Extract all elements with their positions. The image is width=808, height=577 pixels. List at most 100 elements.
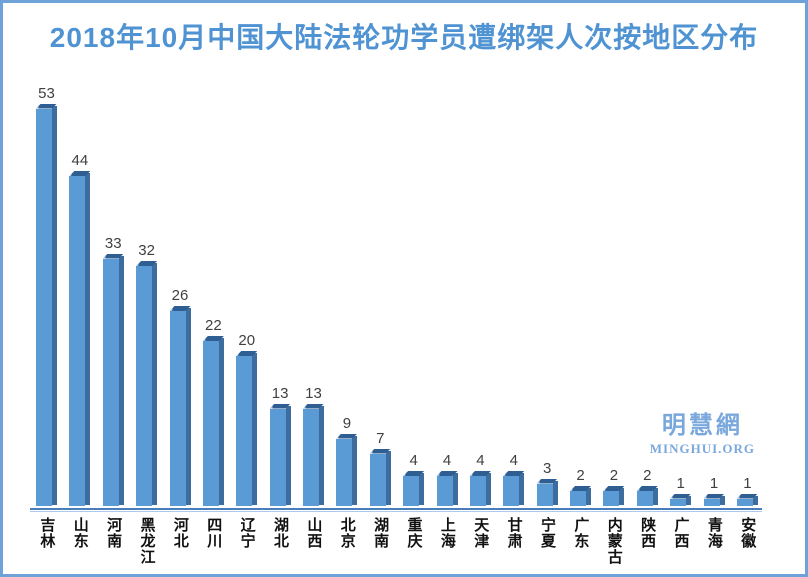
bar-top-face bbox=[69, 171, 90, 176]
bar bbox=[303, 404, 324, 506]
bar-column: 7 bbox=[369, 431, 391, 506]
bar-top-face bbox=[336, 434, 357, 439]
category-label-column: 青海 bbox=[704, 517, 725, 565]
category-label-column: 上海 bbox=[437, 517, 458, 565]
category-label: 上海 bbox=[438, 517, 456, 549]
category-label-column: 湖北 bbox=[270, 517, 291, 565]
bar-top-face bbox=[203, 336, 224, 341]
bar-front-face bbox=[236, 356, 253, 506]
bar-column: 32 bbox=[136, 242, 158, 506]
minghui-watermark: 明慧網 MINGHUI.ORG bbox=[650, 414, 755, 457]
bar-front-face bbox=[436, 476, 453, 506]
category-label-column: 广东 bbox=[570, 517, 591, 565]
bar-top-face bbox=[270, 404, 291, 409]
bar-front-face bbox=[736, 498, 753, 506]
category-label-column: 重庆 bbox=[403, 517, 424, 565]
bar-top-face bbox=[570, 486, 591, 491]
bar bbox=[703, 494, 725, 506]
category-label: 安徽 bbox=[739, 517, 757, 549]
bar bbox=[36, 104, 57, 506]
bar-front-face bbox=[403, 476, 420, 506]
x-axis-line bbox=[30, 508, 762, 510]
bar-value-label: 32 bbox=[138, 242, 155, 259]
bar-value-label: 13 bbox=[271, 384, 289, 402]
category-label: 青海 bbox=[705, 517, 723, 549]
category-label-column: 辽宁 bbox=[236, 517, 257, 565]
bar-front-face bbox=[336, 438, 353, 506]
category-label-column: 陕西 bbox=[637, 517, 658, 565]
bar-front-face bbox=[69, 176, 86, 506]
bar-value-label: 2 bbox=[609, 467, 619, 484]
bar bbox=[636, 486, 658, 506]
category-label-column: 宁夏 bbox=[537, 517, 558, 565]
bar-side-face bbox=[619, 488, 625, 505]
bar-column: 1 bbox=[670, 476, 692, 506]
category-label: 四川 bbox=[205, 517, 223, 549]
bar-top-face bbox=[704, 494, 725, 499]
bar-top-face bbox=[603, 486, 624, 491]
bar bbox=[336, 434, 358, 506]
bar-side-face bbox=[519, 473, 525, 505]
bar-side-face bbox=[419, 473, 425, 505]
category-label: 山东 bbox=[71, 517, 89, 549]
category-label: 甘肃 bbox=[505, 517, 523, 549]
bar-front-face bbox=[136, 266, 153, 506]
bar-value-label: 4 bbox=[476, 452, 485, 469]
bar-column: 3 bbox=[536, 461, 558, 506]
bar-front-face bbox=[102, 258, 119, 506]
bar bbox=[570, 486, 591, 506]
category-label-column: 甘肃 bbox=[503, 517, 524, 565]
bar-front-face bbox=[169, 311, 186, 506]
bar-value-label: 1 bbox=[709, 474, 719, 492]
bar-front-face bbox=[269, 408, 286, 506]
bar-value-label: 20 bbox=[238, 332, 256, 349]
bar-side-face bbox=[185, 308, 191, 505]
category-labels-row: 吉林 山东 河南 黑龙江 河北 四川 辽宁 湖北 山西 北京 湖南 重庆 上海 天津 甘肃 宁夏 广东 内蒙古 陕西… bbox=[36, 517, 758, 565]
bar-side-face bbox=[752, 495, 758, 505]
category-label: 天津 bbox=[472, 517, 490, 549]
bar-top-face bbox=[637, 486, 658, 491]
category-label: 湖南 bbox=[372, 517, 390, 549]
category-label: 山西 bbox=[305, 517, 323, 549]
category-label: 广西 bbox=[672, 517, 690, 549]
category-label: 北京 bbox=[338, 517, 356, 549]
bar-value-label: 33 bbox=[104, 234, 122, 252]
category-label: 宁夏 bbox=[539, 517, 556, 549]
bar-front-face bbox=[603, 491, 620, 506]
bar-value-label: 22 bbox=[205, 317, 222, 334]
bar-side-face bbox=[218, 338, 224, 505]
bar-top-face bbox=[103, 254, 124, 259]
bar bbox=[202, 336, 224, 506]
bar-column: 20 bbox=[236, 332, 258, 506]
bar-top-face bbox=[236, 351, 257, 356]
bar-front-face bbox=[536, 483, 553, 506]
bar-column: 4 bbox=[503, 453, 525, 506]
bar-value-label: 2 bbox=[576, 467, 585, 484]
bar-front-face bbox=[636, 491, 653, 506]
bar-column: 53 bbox=[36, 86, 57, 506]
category-label: 吉林 bbox=[38, 517, 56, 549]
bar-value-label: 9 bbox=[342, 414, 352, 432]
bar bbox=[136, 261, 158, 506]
bar bbox=[403, 471, 425, 506]
category-label-column: 黑龙江 bbox=[136, 517, 157, 565]
category-label-column: 湖南 bbox=[370, 517, 391, 565]
category-label-column: 安徽 bbox=[737, 517, 758, 565]
bar bbox=[469, 471, 491, 506]
category-label: 陕西 bbox=[639, 517, 657, 549]
bar-front-face bbox=[703, 498, 720, 506]
bar-column: 4 bbox=[436, 452, 458, 506]
bar-side-face bbox=[385, 450, 391, 505]
bar-value-label: 4 bbox=[442, 452, 452, 469]
bar bbox=[670, 494, 692, 506]
bar-front-face bbox=[36, 108, 52, 506]
category-label-column: 山东 bbox=[69, 517, 90, 565]
category-label: 内蒙古 bbox=[605, 517, 623, 565]
bar-side-face bbox=[118, 255, 124, 505]
category-label-column: 广西 bbox=[670, 517, 691, 565]
bar-top-face bbox=[503, 471, 524, 476]
bar-top-face bbox=[403, 471, 424, 476]
bar-column: 1 bbox=[736, 476, 758, 506]
bar-front-face bbox=[202, 341, 219, 506]
bar-side-face bbox=[452, 473, 458, 505]
